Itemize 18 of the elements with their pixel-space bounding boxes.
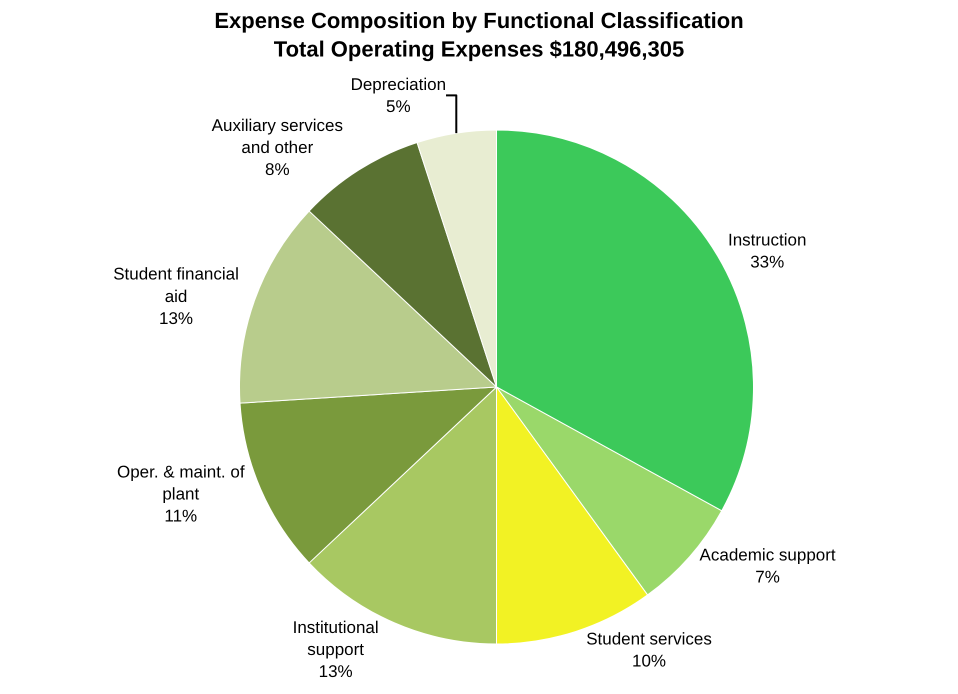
data-label: 33% (750, 252, 784, 272)
data-label: 11% (164, 506, 198, 526)
slice-label: Student financial aid (113, 264, 239, 306)
slice-label: Institutional support (292, 618, 379, 659)
data-label: 13% (159, 308, 194, 328)
data-label: 10% (632, 652, 666, 671)
chart-subtitle: Total Operating Expenses $180,496,305 (274, 36, 684, 62)
data-label: 8% (265, 160, 290, 180)
slice-label: Auxiliary services and other (212, 116, 343, 157)
data-label: 13% (318, 662, 353, 682)
data-label: 5% (386, 96, 411, 116)
slice-label: Academic support (700, 545, 836, 564)
slice-label: Student services (586, 629, 712, 648)
data-label: 7% (755, 567, 780, 586)
slice-label: Depreciation (350, 74, 446, 94)
slice-label: Oper. & maint. of plant (117, 462, 245, 504)
slice-label: Instruction (728, 230, 806, 250)
chart-title: Expense Composition by Functional Classification (214, 8, 744, 33)
